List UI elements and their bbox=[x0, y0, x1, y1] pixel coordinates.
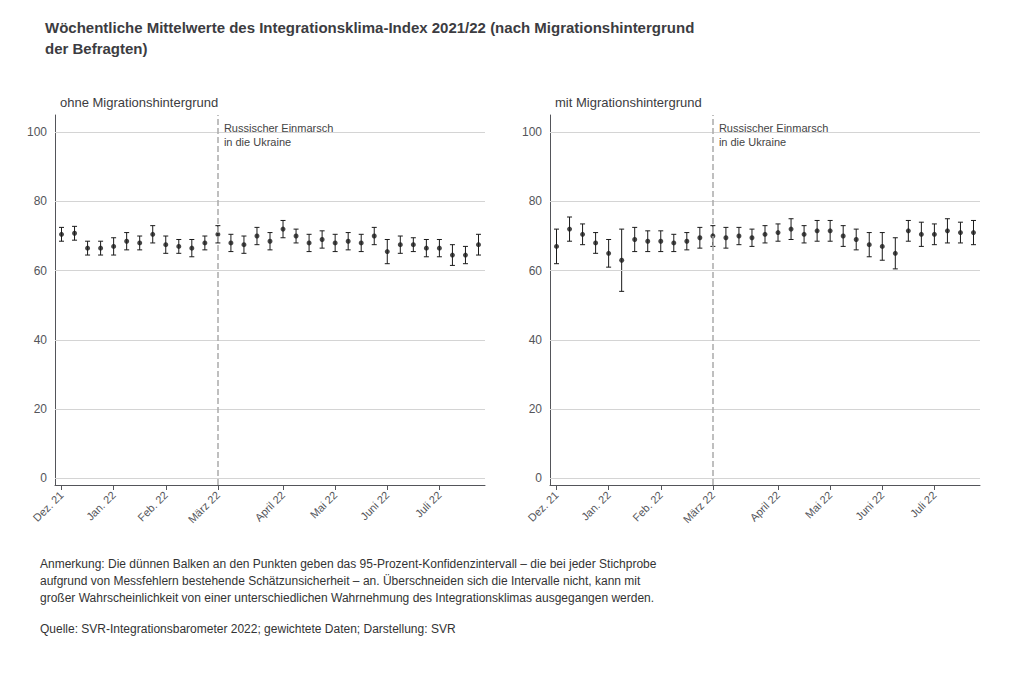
svg-text:Juli 22: Juli 22 bbox=[413, 489, 444, 520]
svg-text:100: 100 bbox=[522, 125, 542, 139]
svg-text:40: 40 bbox=[529, 333, 543, 347]
svg-text:20: 20 bbox=[529, 402, 543, 416]
svg-text:der Befragten): der Befragten) bbox=[45, 40, 148, 57]
svg-text:Anmerkung: Die dünnen Balken a: Anmerkung: Die dünnen Balken an den Punk… bbox=[40, 557, 657, 571]
svg-text:April 22: April 22 bbox=[747, 489, 782, 524]
svg-text:Mai 22: Mai 22 bbox=[803, 489, 835, 521]
svg-text:Feb. 22: Feb. 22 bbox=[630, 489, 665, 524]
svg-text:in die Ukraine: in die Ukraine bbox=[719, 136, 786, 148]
svg-text:in die Ukraine: in die Ukraine bbox=[224, 136, 291, 148]
svg-text:Russischer Einmarsch: Russischer Einmarsch bbox=[224, 122, 333, 134]
svg-text:Jan. 22: Jan. 22 bbox=[84, 489, 118, 523]
svg-text:100: 100 bbox=[27, 125, 47, 139]
svg-text:60: 60 bbox=[529, 264, 543, 278]
svg-text:Juni 22: Juni 22 bbox=[358, 489, 392, 523]
svg-text:Mai 22: Mai 22 bbox=[308, 489, 340, 521]
svg-text:0: 0 bbox=[535, 471, 542, 485]
svg-text:Dez. 21: Dez. 21 bbox=[31, 489, 66, 524]
svg-text:Juli 22: Juli 22 bbox=[908, 489, 939, 520]
svg-text:Wöchentliche Mittelwerte des I: Wöchentliche Mittelwerte des Integration… bbox=[45, 19, 694, 36]
svg-text:ohne Migrationshintergrund: ohne Migrationshintergrund bbox=[60, 95, 218, 110]
svg-text:Feb. 22: Feb. 22 bbox=[135, 489, 170, 524]
svg-text:40: 40 bbox=[34, 333, 48, 347]
svg-text:großer Wahrscheinlichkeit von: großer Wahrscheinlichkeit von einer unte… bbox=[40, 591, 654, 605]
svg-text:mit Migrationshintergrund: mit Migrationshintergrund bbox=[555, 95, 702, 110]
svg-text:März 22: März 22 bbox=[186, 489, 223, 526]
svg-text:80: 80 bbox=[529, 194, 543, 208]
svg-text:Russischer Einmarsch: Russischer Einmarsch bbox=[719, 122, 828, 134]
svg-text:Juni 22: Juni 22 bbox=[853, 489, 887, 523]
svg-text:aufgrund von Messfehlern beste: aufgrund von Messfehlern bestehende Schä… bbox=[40, 574, 641, 588]
svg-text:April 22: April 22 bbox=[252, 489, 287, 524]
svg-text:20: 20 bbox=[34, 402, 48, 416]
svg-text:Quelle: SVR-Integrationsbarome: Quelle: SVR-Integrationsbarometer 2022; … bbox=[40, 622, 456, 636]
svg-text:60: 60 bbox=[34, 264, 48, 278]
svg-text:0: 0 bbox=[40, 471, 47, 485]
svg-text:Dez. 21: Dez. 21 bbox=[526, 489, 561, 524]
svg-text:März 22: März 22 bbox=[681, 489, 718, 526]
svg-text:80: 80 bbox=[34, 194, 48, 208]
svg-text:Jan. 22: Jan. 22 bbox=[579, 489, 613, 523]
